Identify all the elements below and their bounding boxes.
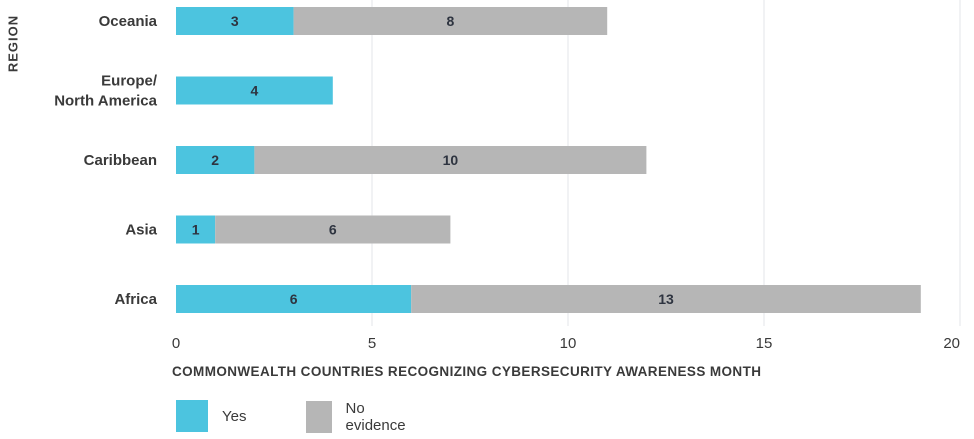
x-tick-label: 5 — [368, 335, 376, 352]
category-label: Asia — [125, 222, 157, 239]
bar-value-label: 10 — [443, 152, 459, 168]
x-tick-label: 20 — [943, 335, 960, 352]
bar-yes — [176, 7, 294, 35]
bar-value-label: 3 — [231, 13, 239, 29]
legend-item-no-evidence: No evidence — [306, 400, 412, 434]
bar-value-label: 4 — [251, 83, 259, 99]
bar-yes — [176, 215, 216, 244]
category-label: Caribbean — [84, 152, 157, 169]
category-label: Africa — [114, 291, 157, 308]
bar-yes — [176, 76, 333, 105]
bar-yes — [176, 146, 255, 174]
legend-label-no-evidence: No evidence — [345, 400, 406, 434]
bar-no-evidence — [411, 285, 921, 313]
bar-value-label: 2 — [211, 152, 219, 168]
x-tick-label: 10 — [560, 335, 577, 352]
bar-value-label: 6 — [329, 222, 337, 238]
bar-value-label: 1 — [192, 222, 200, 238]
bar-no-evidence — [293, 7, 608, 35]
bar-no-evidence — [254, 146, 647, 174]
legend-swatch-yes — [176, 400, 208, 432]
bar-value-label: 8 — [447, 13, 455, 29]
legend-label-yes: Yes — [222, 407, 247, 425]
legend-swatch-no-evidence — [306, 401, 332, 433]
x-axis-label: COMMONWEALTH COUNTRIES RECOGNIZING CYBER… — [172, 364, 761, 379]
category-label: Europe/North America — [54, 73, 158, 110]
bar-yes — [176, 285, 412, 313]
legend-item-yes: Yes — [176, 400, 246, 432]
bar-no-evidence — [215, 215, 451, 244]
bar-value-label: 13 — [658, 291, 674, 307]
chart-plot: 0 5 10 15 20 Oceania 3 8 Europe/North America 4 Ca… — [54, 0, 961, 379]
category-label: Oceania — [99, 13, 158, 30]
x-tick-label: 15 — [756, 335, 773, 352]
x-tick-label: 0 — [172, 335, 180, 352]
bar-value-label: 6 — [290, 291, 298, 307]
